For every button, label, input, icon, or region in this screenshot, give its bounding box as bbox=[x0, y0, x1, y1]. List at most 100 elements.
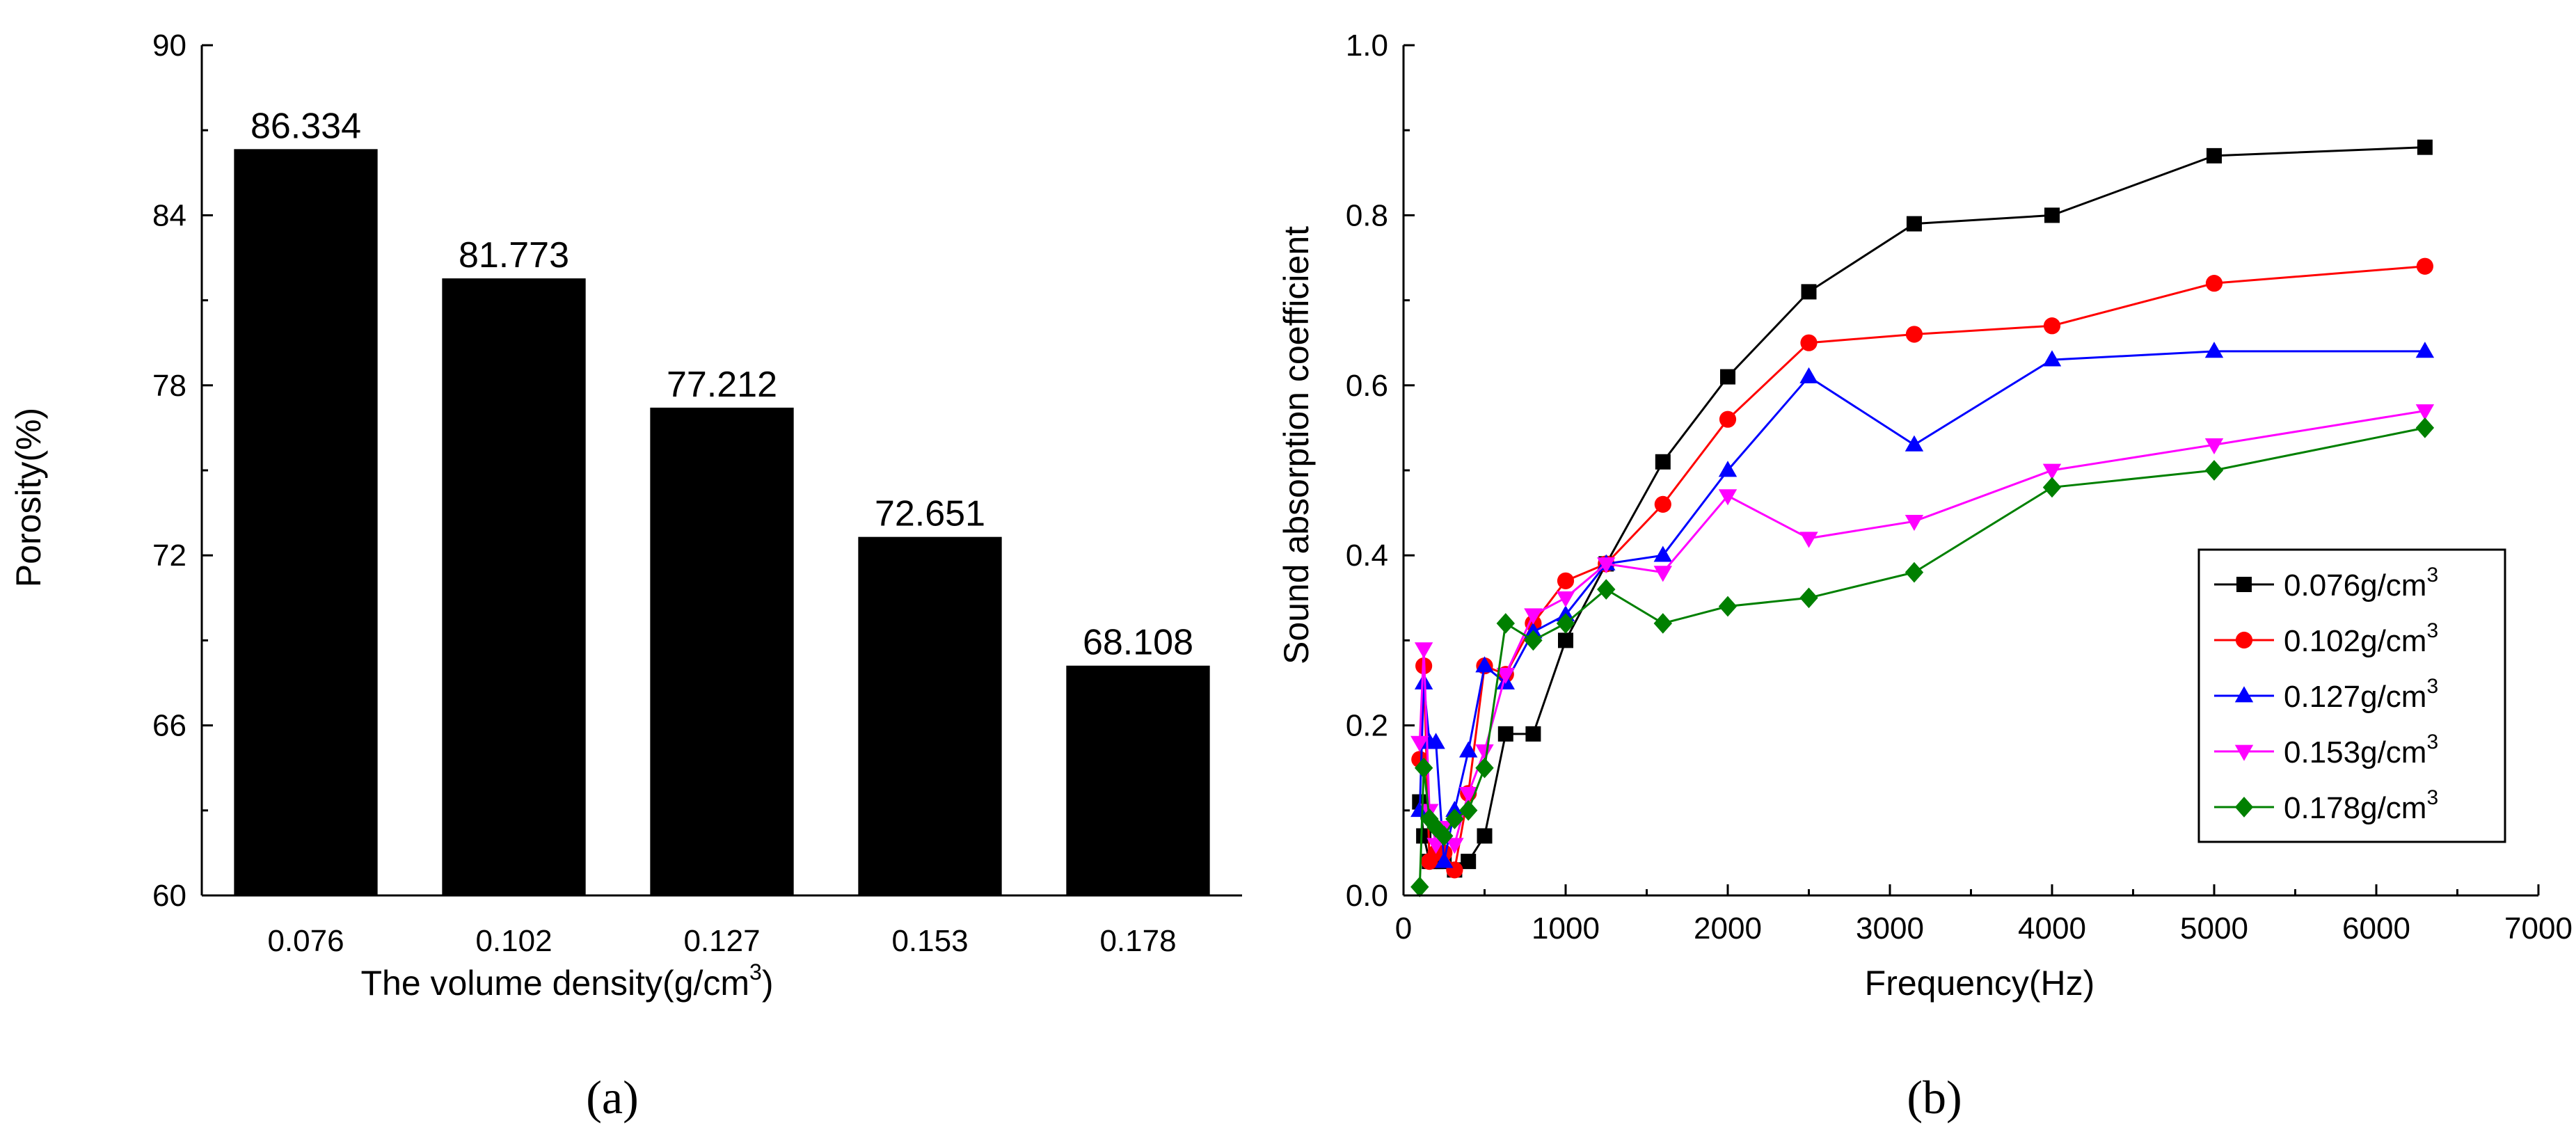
x-axis: 0 1000 2000 3000 4000 5000 6000 7000 bbox=[1395, 884, 2573, 946]
data-point-marker bbox=[2234, 744, 2254, 761]
data-point-marker bbox=[2042, 463, 2062, 480]
legend-label-superscript: 3 bbox=[2426, 731, 2438, 754]
x-tick-label: 0.178 bbox=[1099, 924, 1176, 958]
data-point-marker bbox=[2042, 477, 2062, 498]
legend-label-text: 0.178g/cm bbox=[2284, 791, 2426, 825]
x-tick-label: 7000 bbox=[2504, 911, 2573, 946]
legend-label-text: 0.102g/cm bbox=[2284, 624, 2426, 658]
data-point-marker bbox=[2236, 577, 2252, 592]
legend-item: 0.102g/cm3 bbox=[2214, 619, 2438, 658]
legend-item: 0.127g/cm3 bbox=[2214, 675, 2438, 714]
bars bbox=[234, 149, 1210, 896]
legend-label-superscript: 3 bbox=[2426, 675, 2438, 698]
data-point-marker bbox=[1525, 726, 1541, 742]
y-axis: 0.0 0.2 0.4 0.6 0.8 1.0 bbox=[1346, 29, 1415, 913]
data-point-marker bbox=[1524, 608, 1543, 625]
bar bbox=[650, 407, 794, 895]
data-point-marker bbox=[1558, 632, 1573, 648]
data-point-marker bbox=[1597, 579, 1616, 600]
y-tick-label: 84 bbox=[152, 198, 186, 232]
data-point-marker bbox=[1461, 854, 1477, 870]
data-point-marker bbox=[1719, 410, 1737, 428]
x-tick-label: 2000 bbox=[1694, 911, 1762, 946]
y-tick-label: 0.4 bbox=[1346, 539, 1388, 573]
data-point-marker bbox=[2204, 342, 2224, 358]
data-point-marker bbox=[2415, 404, 2435, 421]
y-tick-label: 0.8 bbox=[1346, 198, 1388, 232]
bar bbox=[858, 536, 1002, 895]
bar-value-label: 72.651 bbox=[875, 494, 985, 534]
x-axis: 0.076 0.102 0.127 0.153 0.178 bbox=[202, 894, 1242, 958]
data-point-marker bbox=[1524, 630, 1543, 651]
data-point-marker bbox=[1799, 587, 1818, 609]
legend-label-superscript: 3 bbox=[2426, 619, 2438, 642]
data-point-marker bbox=[2415, 342, 2435, 358]
porosity-bar-chart: 86.334 81.773 77.212 72.651 68.108 60 66 72 78 8… bbox=[9, 29, 1242, 1124]
legend-label: 0.127g/cm3 bbox=[2284, 675, 2438, 714]
series bbox=[1410, 404, 2435, 854]
data-point-marker bbox=[2043, 317, 2061, 335]
bar-value-label: 77.212 bbox=[667, 365, 777, 405]
x-axis-title: Frequency(Hz) bbox=[1865, 964, 2095, 1003]
y-axis: 60 66 72 78 84 90 bbox=[152, 29, 213, 913]
data-point-marker bbox=[1905, 326, 1923, 343]
x-tick-label: 0.076 bbox=[267, 924, 344, 958]
data-point-marker bbox=[1653, 613, 1672, 634]
data-point-marker bbox=[1410, 801, 1429, 818]
y-tick-label: 66 bbox=[152, 709, 186, 743]
bar bbox=[442, 278, 586, 895]
y-tick-label: 0.2 bbox=[1346, 709, 1388, 743]
data-point-marker bbox=[2205, 275, 2223, 292]
data-point-marker bbox=[1435, 825, 1454, 847]
legend-item: 0.076g/cm3 bbox=[2214, 564, 2438, 603]
data-point-marker bbox=[2204, 438, 2224, 455]
legend-label-text: 0.153g/cm bbox=[2284, 735, 2426, 770]
data-point-marker bbox=[1475, 744, 1494, 761]
x-tick-label: 6000 bbox=[2342, 911, 2410, 946]
data-point-marker bbox=[1654, 495, 1671, 513]
y-tick-label: 1.0 bbox=[1346, 29, 1388, 63]
bar-value-label: 68.108 bbox=[1083, 623, 1193, 663]
x-tick-label: 0.102 bbox=[475, 924, 552, 958]
x-tick-label: 0.153 bbox=[891, 924, 968, 958]
data-point-marker bbox=[1414, 673, 1433, 689]
x-axis-title-end: ) bbox=[762, 964, 774, 1003]
data-point-marker bbox=[2415, 417, 2435, 438]
y-tick-label: 90 bbox=[152, 29, 186, 63]
y-tick-label: 0.6 bbox=[1346, 369, 1388, 403]
data-point-marker bbox=[1653, 566, 1672, 582]
data-point-marker bbox=[2042, 350, 2062, 367]
data-point-marker bbox=[1720, 369, 1735, 385]
data-point-marker bbox=[1459, 787, 1478, 804]
x-tick-label: 0 bbox=[1395, 911, 1412, 946]
data-point-marker bbox=[1459, 799, 1478, 821]
data-point-marker bbox=[2234, 797, 2254, 818]
data-point-marker bbox=[1414, 642, 1433, 659]
data-point-marker bbox=[2417, 139, 2433, 155]
data-point-marker bbox=[1445, 838, 1464, 854]
bar bbox=[234, 149, 378, 896]
data-point-marker bbox=[1410, 735, 1429, 752]
y-tick-label: 60 bbox=[152, 879, 186, 913]
bar-value-labels: 86.334 81.773 77.212 72.651 68.108 bbox=[251, 106, 1193, 662]
bar bbox=[1066, 665, 1210, 895]
series-lines bbox=[1410, 139, 2435, 898]
data-point-marker bbox=[1414, 757, 1433, 779]
series bbox=[1410, 417, 2435, 898]
data-point-marker bbox=[1557, 572, 1575, 589]
data-point-marker bbox=[1475, 757, 1494, 779]
x-axis-title: The volume density(g/cm3) bbox=[361, 959, 774, 1003]
x-tick-label: 5000 bbox=[2180, 911, 2248, 946]
data-point-marker bbox=[1410, 876, 1429, 898]
data-point-marker bbox=[1445, 808, 1464, 829]
legend-item: 0.153g/cm3 bbox=[2214, 731, 2438, 770]
data-point-marker bbox=[2044, 207, 2060, 223]
data-point-marker bbox=[1475, 656, 1494, 673]
data-point-marker bbox=[1906, 216, 1922, 232]
y-tick-label: 0.0 bbox=[1346, 879, 1388, 913]
legend: 0.076g/cm30.102g/cm30.127g/cm30.153g/cm3… bbox=[2197, 548, 2506, 843]
y-axis-title: Sound absorption coefficient bbox=[1277, 226, 1316, 664]
data-point-marker bbox=[1426, 733, 1445, 749]
data-point-marker bbox=[2207, 148, 2222, 164]
data-point-marker bbox=[2416, 257, 2433, 275]
